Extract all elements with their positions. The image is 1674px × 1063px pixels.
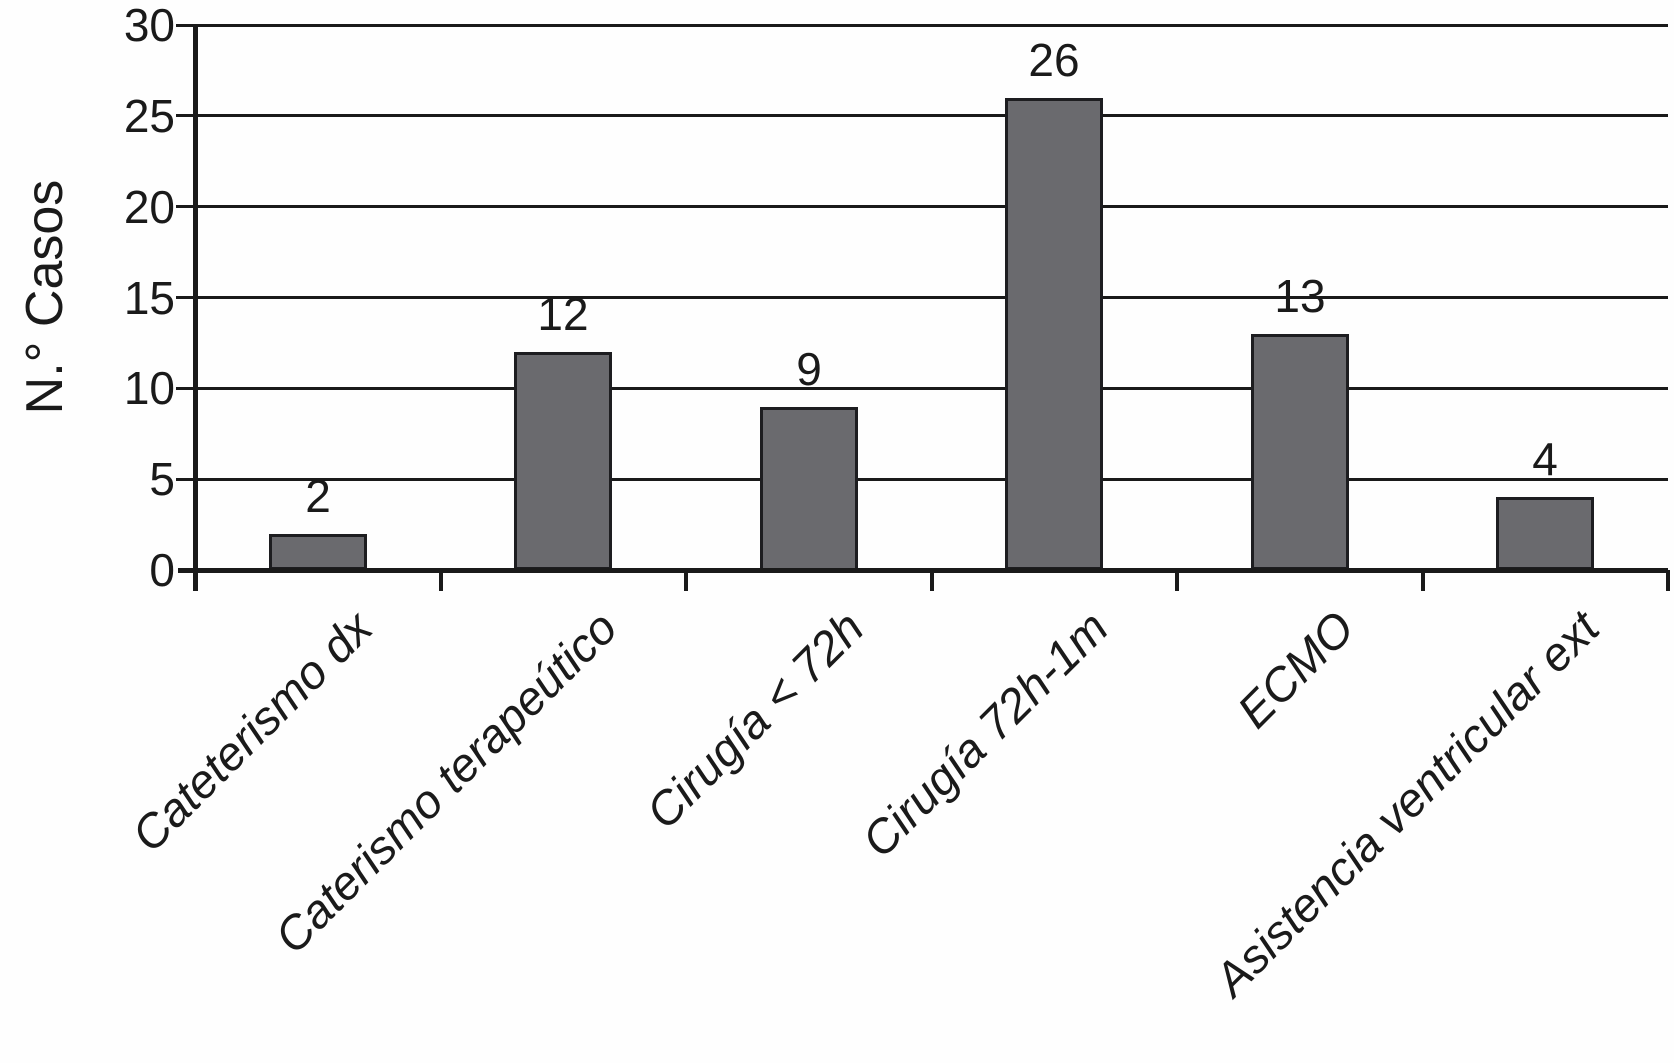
- x-tick-mark: [1666, 570, 1670, 591]
- bar: [269, 534, 367, 570]
- bar-value-label: 9: [796, 343, 822, 395]
- bar-value-label: 13: [1274, 270, 1326, 322]
- bar-value-label: 26: [1028, 34, 1080, 86]
- y-tick-label: 30: [123, 0, 175, 51]
- y-tick-label: 0: [149, 544, 175, 596]
- gridline: [195, 478, 1668, 481]
- y-tick-mark: [176, 296, 195, 299]
- gridline: [195, 296, 1668, 299]
- y-tick-label: 15: [123, 272, 175, 324]
- bar-value-label: 2: [305, 470, 331, 522]
- bar: [514, 352, 612, 570]
- bar: [1496, 497, 1594, 570]
- x-tick-mark: [930, 570, 934, 591]
- bar: [1251, 334, 1349, 570]
- y-tick-mark: [176, 478, 195, 481]
- x-category-label: Cirugía < 72h: [635, 600, 874, 839]
- gridline: [195, 387, 1668, 390]
- x-axis-line: [178, 568, 1668, 573]
- y-axis-line: [193, 25, 198, 591]
- y-tick-mark: [176, 205, 195, 208]
- y-tick-mark: [176, 24, 195, 27]
- bar-value-label: 4: [1532, 433, 1558, 485]
- x-tick-mark: [1175, 570, 1179, 591]
- x-category-label: Cirugía 72h-1m: [851, 600, 1119, 868]
- x-tick-mark: [439, 570, 443, 591]
- x-tick-mark: [684, 570, 688, 591]
- gridline: [195, 24, 1668, 27]
- y-tick-mark: [176, 387, 195, 390]
- bar: [760, 407, 858, 571]
- x-category-label: ECMO: [1226, 600, 1365, 738]
- y-tick-mark: [176, 114, 195, 117]
- x-tick-mark: [1421, 570, 1425, 591]
- y-tick-label: 20: [123, 181, 175, 233]
- bar: [1005, 98, 1103, 570]
- gridline: [195, 114, 1668, 117]
- gridline: [195, 205, 1668, 208]
- y-tick-label: 5: [149, 453, 175, 505]
- y-tick-label: 25: [123, 90, 175, 142]
- bar-value-label: 12: [537, 288, 589, 340]
- x-category-label: Cateterismo dx: [121, 600, 383, 862]
- y-tick-label: 10: [123, 362, 175, 414]
